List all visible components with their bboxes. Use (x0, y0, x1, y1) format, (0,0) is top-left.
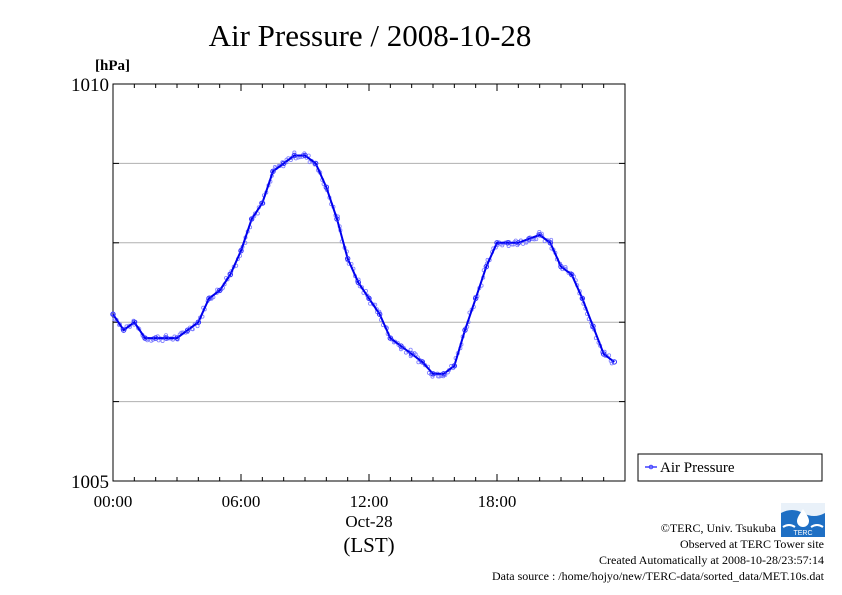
raw-sample-point (430, 374, 435, 379)
raw-sample-point (437, 374, 442, 379)
raw-sample-point (195, 324, 200, 329)
data-point (291, 152, 298, 159)
plot-frame (112, 83, 626, 482)
data-point (611, 359, 618, 365)
legend-swatch-marker (648, 464, 654, 470)
data-point (344, 255, 351, 262)
chart-title: Air Pressure / 2008-10-28 (209, 18, 532, 53)
y-tick-labels: 1005 1010 (71, 75, 109, 493)
data-point (558, 263, 564, 270)
data-point (131, 319, 138, 325)
data-points (110, 152, 618, 377)
data-point (472, 295, 479, 302)
data-point (366, 295, 372, 302)
grid-lines (113, 162, 625, 403)
source-text: Data source : /home/hojyo/new/TERC-data/… (491, 569, 824, 583)
data-point (398, 343, 404, 349)
data-point (195, 319, 202, 325)
raw-sample-point (292, 150, 297, 155)
data-point (504, 240, 511, 246)
data-point (152, 335, 159, 341)
data-point (376, 311, 383, 317)
data-point (163, 335, 170, 341)
legend-box (637, 453, 823, 482)
raw-sample-point (524, 240, 529, 245)
data-point (334, 216, 340, 222)
y-axis-unit-label: [hPa] (95, 58, 130, 74)
data-point (312, 160, 319, 167)
copyright-text: ©TERC, Univ. Tsukuba (660, 521, 776, 535)
y-tick-label: 1005 (71, 472, 109, 493)
data-point (579, 295, 586, 302)
x-axis-date-label: Oct-28 (345, 512, 392, 531)
data-point (323, 184, 330, 190)
data-point (110, 311, 116, 317)
raw-sample-point (163, 333, 168, 338)
data-point (174, 335, 180, 341)
data-point (590, 323, 596, 329)
data-point (408, 351, 415, 357)
data-point (206, 295, 212, 302)
data-point (184, 327, 191, 333)
data-point (526, 236, 532, 242)
axis-ticks (112, 83, 626, 482)
data-point (302, 152, 308, 159)
data-point-cloud (111, 150, 614, 379)
data-point (536, 232, 543, 238)
raw-sample-point (403, 350, 408, 355)
data-point (547, 240, 554, 246)
terc-logo: TERC (781, 503, 825, 537)
legend: Air Pressure (637, 453, 823, 482)
data-point (142, 335, 148, 341)
x-tick-label: 12:00 (350, 492, 389, 511)
data-point (387, 335, 394, 341)
x-tick-label: 18:00 (478, 492, 517, 511)
data-point (494, 240, 500, 246)
data-point (120, 327, 127, 333)
x-tick-label: 00:00 (94, 492, 133, 511)
x-tick-labels: 00:00 06:00 12:00 18:00 (94, 492, 517, 511)
data-point (270, 168, 276, 175)
credits: ©TERC, Univ. Tsukuba Observed at TERC To… (492, 520, 824, 584)
data-point (462, 327, 468, 333)
data-point (430, 371, 436, 377)
data-point (419, 359, 426, 365)
raw-sample-point (549, 237, 554, 242)
raw-sample-point (408, 347, 413, 352)
data-point (216, 287, 223, 294)
data-point (440, 371, 447, 377)
data-point (238, 248, 244, 254)
x-axis-lst-label: (LST) (343, 533, 394, 557)
raw-sample-point (521, 241, 526, 246)
data-point (515, 240, 522, 246)
logo-text: TERC (793, 530, 812, 537)
raw-sample-point (160, 338, 165, 343)
x-tick-label: 06:00 (222, 492, 261, 511)
data-point (355, 279, 362, 286)
raw-sample-point (190, 327, 195, 332)
raw-sample-point (534, 237, 539, 242)
data-point (600, 351, 607, 357)
series-line-air-pressure (112, 154, 615, 375)
data-point (451, 363, 458, 369)
legend-label: Air Pressure (660, 460, 735, 476)
data-point (248, 216, 255, 222)
data-point (259, 200, 266, 206)
data-point (280, 160, 287, 167)
data-point (227, 271, 234, 278)
created-text: Created Automatically at 2008-10-28/23:5… (599, 553, 824, 567)
data-point (483, 263, 490, 270)
data-point (568, 271, 575, 278)
observed-text: Observed at TERC Tower site (679, 537, 824, 551)
y-tick-label: 1010 (71, 75, 109, 96)
